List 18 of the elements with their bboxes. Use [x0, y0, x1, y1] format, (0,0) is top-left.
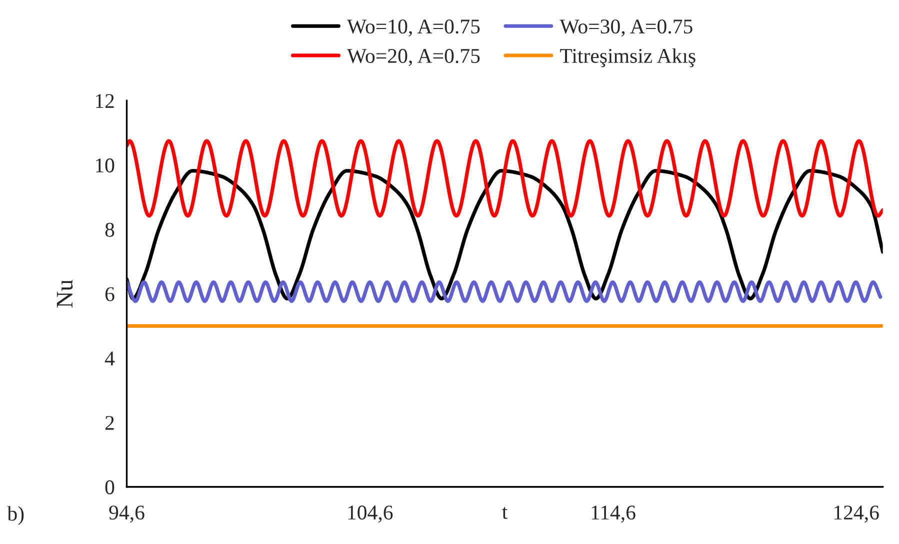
y-axis-title: Nu [56, 280, 73, 308]
x-axis-title: t [502, 506, 508, 519]
x-tick-label: 104,6 [348, 506, 393, 523]
y-tick-label: 10 [96, 158, 114, 172]
x-tick-label: 94,6 [109, 506, 144, 523]
legend-label: Titreşimsiz Akış [560, 48, 696, 68]
text: b) [7, 506, 24, 525]
x-tick-label: 114,6 [592, 506, 636, 523]
y-tick-label: 8 [105, 222, 114, 237]
legend-label: Wo=20, A=0.75 [347, 48, 480, 66]
x-tick-label: 124,6 [834, 506, 879, 523]
y-tick-label: 4 [104, 352, 115, 366]
legend-label: Wo=10, A=0.75 [347, 19, 480, 37]
legend-label: Wo=30, A=0.75 [560, 19, 692, 37]
y-tick-label: 0 [105, 480, 114, 494]
y-tick-label: 6 [105, 287, 114, 302]
y-tick-label: 2 [105, 416, 114, 430]
y-tick-label: 12 [96, 94, 114, 108]
